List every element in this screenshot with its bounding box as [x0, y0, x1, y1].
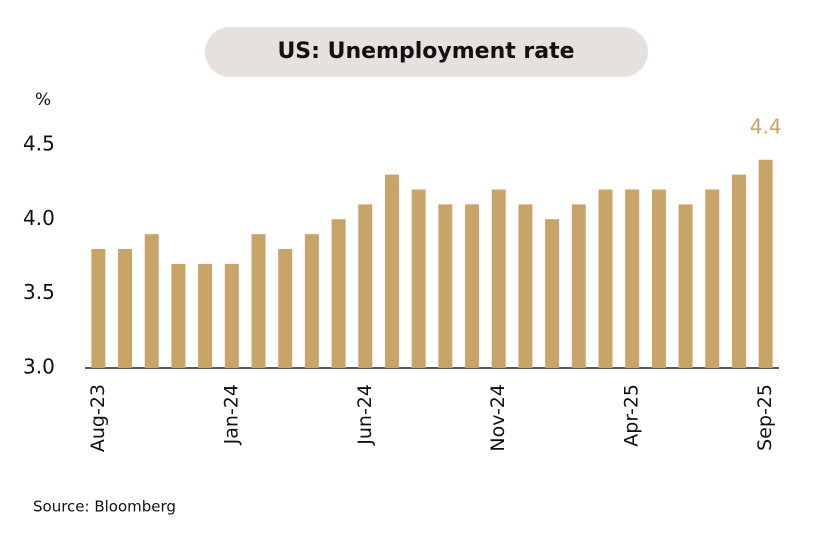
bar [171, 263, 186, 368]
bar [118, 249, 133, 368]
chart-title: US: Unemployment rate [277, 39, 574, 64]
bar [598, 189, 613, 368]
bar [224, 263, 239, 368]
bar [518, 204, 533, 368]
bar [91, 249, 106, 368]
y-tick-label: 3.5 [23, 280, 55, 304]
bar [358, 204, 373, 368]
bar [278, 249, 293, 368]
title-pill [205, 27, 648, 77]
bar [731, 174, 746, 368]
x-tick-label: Jan-24 [220, 384, 242, 445]
value-label: 4.4 [750, 114, 782, 138]
x-tick-label: Aug-23 [87, 384, 109, 452]
bar [678, 204, 693, 368]
y-tick-label: 4.0 [23, 206, 55, 230]
bar [411, 189, 426, 368]
bar [198, 263, 213, 368]
x-tick-label: Apr-25 [621, 384, 643, 447]
bar [571, 204, 586, 368]
x-tick-label: Sep-25 [754, 384, 776, 451]
bar [625, 189, 640, 368]
y-tick-label: 4.5 [23, 131, 55, 155]
y-axis-label: % [35, 90, 51, 110]
bar [251, 234, 266, 368]
bar [304, 234, 319, 368]
bar [545, 219, 560, 368]
x-tick-label: Nov-24 [487, 384, 509, 452]
bar [438, 204, 453, 368]
x-tick-label: Jun-24 [354, 384, 376, 446]
y-tick-label: 3.0 [23, 355, 55, 379]
bar [758, 159, 773, 368]
bar [384, 174, 399, 368]
bar [144, 234, 159, 368]
source-note: Source: Bloomberg [33, 498, 176, 516]
bar [331, 219, 346, 368]
bar [465, 204, 480, 368]
bar [705, 189, 720, 368]
bar [651, 189, 666, 368]
bar [491, 189, 506, 368]
